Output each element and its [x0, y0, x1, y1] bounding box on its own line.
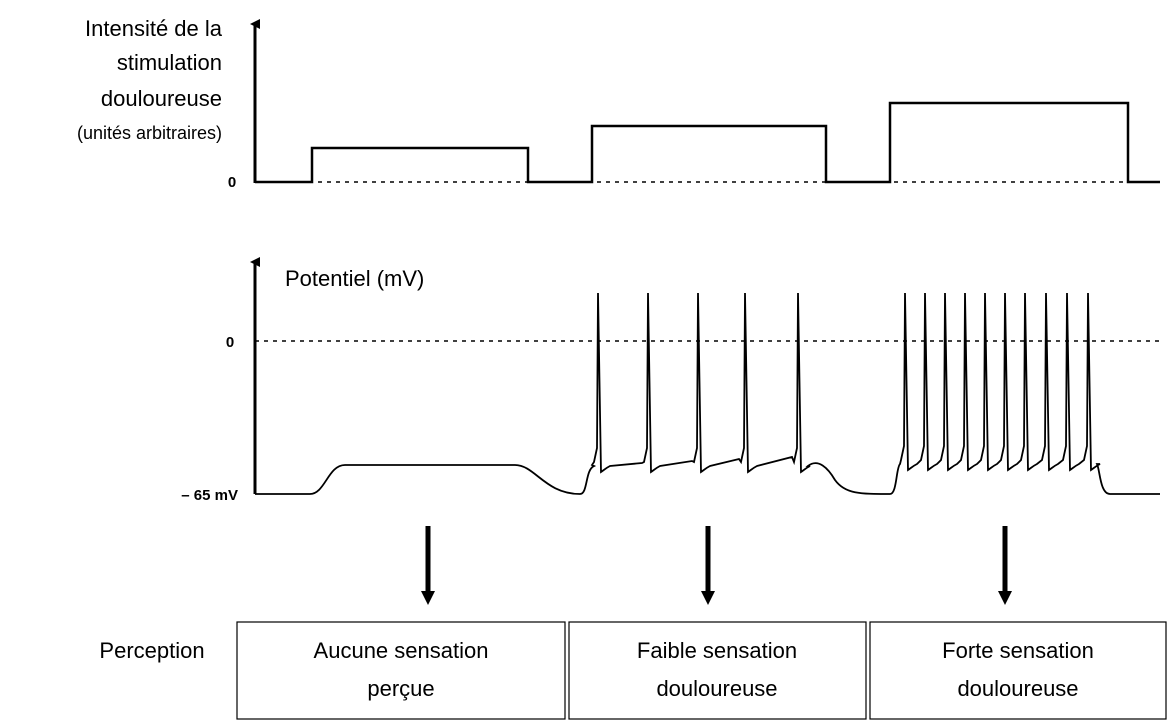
axis-label: (unités arbitraires) [77, 123, 222, 143]
box-text: Aucune sensation [314, 638, 489, 663]
row-label: Perception [99, 638, 204, 663]
box-text: Forte sensation [942, 638, 1094, 663]
box [568, 621, 867, 720]
tick-label: 0 [226, 334, 234, 351]
axis-label: Potentiel (mV) [285, 266, 424, 291]
axis-label: douloureuse [101, 86, 222, 111]
box-text: Faible sensation [637, 638, 797, 663]
box [869, 621, 1167, 720]
potential-trace [255, 292, 1160, 495]
box-text: douloureuse [957, 676, 1078, 701]
boxes [236, 621, 1167, 720]
axis-label: stimulation [117, 50, 222, 75]
stimulus-graph: Intensité de la stimulation douloureuse … [77, 16, 1160, 191]
tick-label: 0 [228, 174, 236, 191]
tick-label: – 65 mV [181, 487, 238, 504]
potential-graph: Potentiel (mV) 0 – 65 mV [181, 257, 1160, 504]
stimulus-trace [255, 101, 1160, 184]
box [236, 621, 566, 720]
axis-label: Intensité de la [85, 16, 223, 41]
box-text: perçue [367, 676, 434, 701]
box-text: douloureuse [656, 676, 777, 701]
